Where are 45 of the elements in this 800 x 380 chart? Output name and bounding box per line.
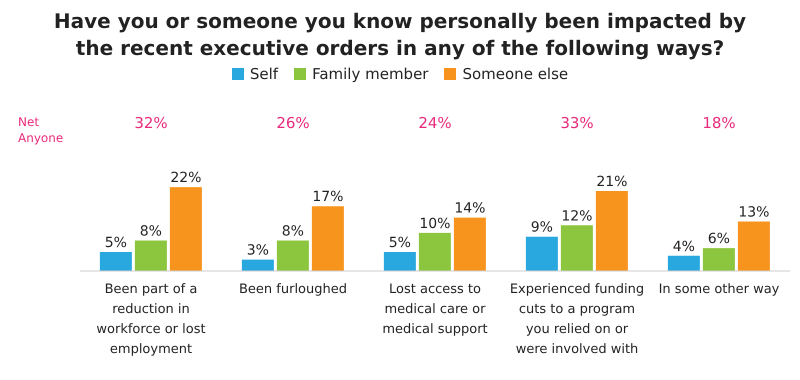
bar	[668, 256, 700, 271]
data-label: 17%	[312, 189, 344, 206]
data-label: 8%	[282, 224, 304, 240]
legend-label: Self	[248, 65, 278, 83]
x-tick-label: Been furloughed	[239, 282, 347, 297]
data-label: 6%	[708, 231, 730, 248]
text: 24%	[417, 114, 453, 132]
bar	[134, 240, 167, 271]
bar	[384, 252, 416, 271]
data-label: 22%	[170, 170, 202, 186]
data-label: 10%	[419, 216, 450, 232]
data-label: 3%	[246, 242, 269, 259]
bar	[242, 260, 274, 271]
text: 33%	[559, 114, 595, 132]
bar	[276, 240, 309, 271]
bar	[526, 236, 558, 271]
text: 18%	[701, 114, 737, 132]
data-label: 12%	[561, 208, 592, 224]
text: 26%	[275, 114, 311, 132]
legend-label: Someone else	[461, 65, 568, 83]
data-label: 21%	[596, 174, 628, 190]
bar	[100, 252, 132, 271]
chart-title: Have you or someone you know personally been impacted by the recent executive orders in any of the following ways?	[52, 8, 748, 62]
legend-label: Family member	[311, 65, 428, 83]
bar	[170, 187, 202, 271]
data-label: 13%	[738, 204, 770, 220]
data-label: 4%	[672, 238, 695, 255]
bar	[560, 225, 593, 271]
data-label: 5%	[104, 234, 127, 251]
data-label: 14%	[454, 200, 486, 217]
bar	[454, 218, 486, 271]
data-label: 9%	[530, 220, 553, 236]
x-tick-label: In some other way	[658, 282, 780, 297]
bar	[418, 232, 451, 271]
x-tick-label: Experienced funding cuts to a program you relied on or were involved with	[510, 282, 644, 357]
data-label: 8%	[140, 224, 162, 240]
bar	[702, 248, 735, 271]
x-tick-label: Been part of a reduction in workforce or lost employment	[96, 282, 206, 357]
bar	[738, 221, 770, 271]
text: 32%	[133, 114, 169, 132]
x-tick-label: Lost access to medical care or medical support	[382, 282, 488, 337]
bar	[312, 206, 344, 271]
text: Net Anyone	[18, 114, 64, 146]
data-label: 5%	[388, 234, 411, 251]
bar	[596, 190, 628, 271]
